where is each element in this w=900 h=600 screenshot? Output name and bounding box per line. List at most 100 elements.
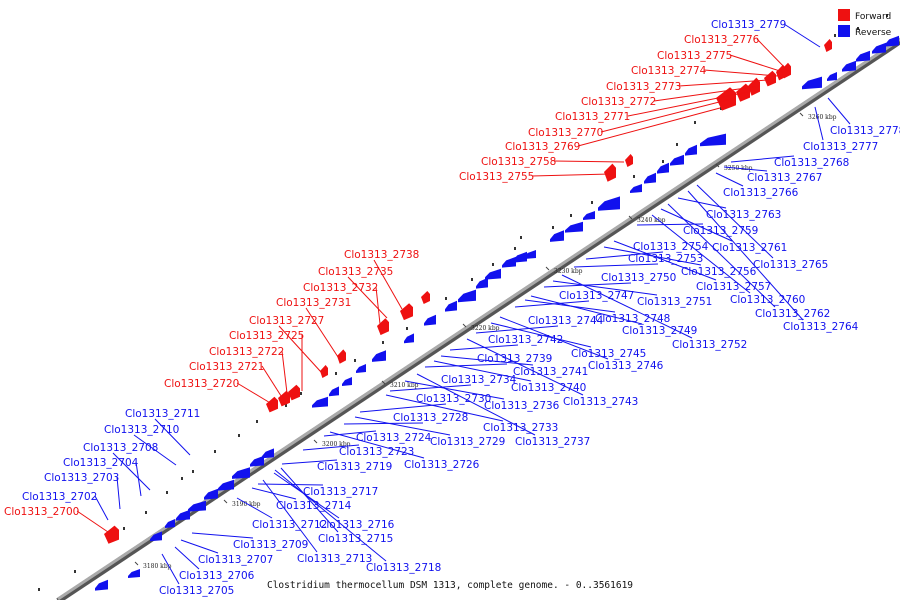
gene-label[interactable]: Clo1313_2718	[366, 562, 441, 574]
gene-label[interactable]: Clo1313_2711	[125, 408, 200, 420]
gene-label[interactable]: Clo1313_2752	[672, 339, 747, 351]
gene-label[interactable]: Clo1313_2775	[657, 50, 732, 62]
gene-label[interactable]: Clo1313_2744	[528, 315, 604, 327]
gene-label[interactable]: Clo1313_2748	[595, 313, 670, 325]
gene-label[interactable]: Clo1313_2739	[477, 353, 552, 365]
gene-label[interactable]: Clo1313_2706	[179, 570, 255, 582]
gene-label[interactable]: Clo1313_2777	[803, 141, 878, 153]
leader-line	[278, 325, 322, 373]
gene-label[interactable]: Clo1313_2730	[416, 393, 491, 405]
gene-label[interactable]: Clo1313_2756	[681, 266, 757, 278]
gene-label[interactable]: Clo1313_2757	[696, 281, 771, 293]
gene-label[interactable]: Clo1313_2712	[252, 519, 327, 531]
forward-gene-block	[288, 384, 300, 401]
gene-label[interactable]: Clo1313_2709	[233, 539, 308, 551]
gene-label[interactable]: Clo1313_2750	[601, 272, 676, 284]
gene-label[interactable]: Clo1313_2735	[318, 266, 393, 278]
gene-label[interactable]: Clo1313_2720	[164, 378, 239, 390]
gene-label[interactable]: Clo1313_2758	[481, 156, 556, 168]
gene-label[interactable]: Clo1313_2737	[515, 436, 590, 448]
gene-label[interactable]: Clo1313_2742	[488, 334, 563, 346]
leader-line	[678, 79, 769, 87]
legend-reverse-label: Reverse	[855, 28, 892, 38]
gene-label[interactable]: Clo1313_2702	[22, 491, 97, 503]
gene-label[interactable]: Clo1313_2749	[622, 325, 697, 337]
gene-label[interactable]: Clo1313_2727	[249, 315, 324, 327]
gene-label[interactable]: Clo1313_2772	[581, 96, 656, 108]
axis-tick-mark	[628, 215, 633, 220]
reverse-gene-block	[827, 72, 837, 81]
gene-label[interactable]: Clo1313_2734	[441, 374, 517, 386]
gene-label[interactable]: Clo1313_2768	[774, 157, 849, 169]
forward-gene-block	[400, 303, 413, 321]
gene-label[interactable]: Clo1313_2738	[344, 249, 419, 261]
gene-label[interactable]: Clo1313_2726	[404, 459, 480, 471]
gene-label[interactable]: Clo1313_2708	[83, 442, 158, 454]
reverse-gene-block	[458, 289, 476, 303]
leader-line	[116, 476, 121, 510]
gene-label[interactable]: Clo1313_2766	[723, 187, 799, 199]
reverse-gene-block	[329, 386, 339, 397]
gene-label[interactable]: Clo1313_2732	[303, 282, 378, 294]
gene-label[interactable]: Clo1313_2743	[563, 396, 638, 408]
axis-tick-mark	[134, 561, 139, 566]
gene-label[interactable]: Clo1313_2705	[159, 585, 234, 597]
gene-label[interactable]: Clo1313_2729	[430, 436, 505, 448]
gene-label[interactable]: Clo1313_2723	[339, 446, 414, 458]
forward-gene-block	[421, 291, 430, 304]
gene-label[interactable]: Clo1313_2778	[830, 125, 900, 137]
gene-label[interactable]: Clo1313_2774	[631, 65, 707, 77]
gene-label[interactable]: Clo1313_2747	[559, 290, 634, 302]
gene-label[interactable]: Clo1313_2707	[198, 554, 273, 566]
gene-label[interactable]: Clo1313_2762	[755, 308, 830, 320]
gene-label[interactable]: Clo1313_2763	[706, 209, 781, 221]
gene-label[interactable]: Clo1313_2770	[528, 127, 603, 139]
reverse-gene-block	[95, 579, 108, 591]
gene-label[interactable]: Clo1313_2741	[513, 366, 588, 378]
gene-label[interactable]: Clo1313_2715	[318, 533, 393, 545]
gene-label[interactable]: Clo1313_2771	[555, 111, 630, 123]
leader-line	[573, 263, 659, 268]
gene-label[interactable]: Clo1313_2761	[712, 242, 787, 254]
gene-label[interactable]: Clo1313_2776	[684, 34, 760, 46]
gene-label[interactable]: Clo1313_2722	[209, 346, 284, 358]
gene-label[interactable]: Clo1313_2721	[189, 361, 264, 373]
gene-label[interactable]: Clo1313_2773	[606, 81, 681, 93]
leader-line	[262, 479, 318, 553]
leader-line	[133, 434, 177, 466]
gene-label[interactable]: Clo1313_2719	[317, 461, 392, 473]
gene-label[interactable]: Clo1313_2724	[356, 432, 432, 444]
gene-label[interactable]: Clo1313_2765	[753, 259, 828, 271]
gene-label[interactable]: Clo1313_2755	[459, 171, 534, 183]
gene-label[interactable]: Clo1313_2710	[104, 424, 179, 436]
gene-label[interactable]: Clo1313_2725	[229, 330, 304, 342]
leader-line	[667, 203, 776, 308]
leader-line	[827, 97, 851, 125]
gene-label[interactable]: Clo1313_2700	[4, 506, 79, 518]
forward-gene-block	[716, 87, 736, 111]
gene-label[interactable]: Clo1313_2746	[588, 360, 664, 372]
gene-label[interactable]: Clo1313_2754	[633, 241, 709, 253]
gene-label[interactable]: Clo1313_2713	[297, 553, 372, 565]
gene-label[interactable]: Clo1313_2736	[484, 400, 560, 412]
gene-label[interactable]: Clo1313_2731	[276, 297, 351, 309]
feature-dots	[38, 14, 888, 591]
axis-tick-label: 3180 kbp	[143, 563, 172, 570]
gene-label[interactable]: Clo1313_2740	[511, 382, 586, 394]
feature-dot	[520, 236, 522, 239]
gene-label[interactable]: Clo1313_2767	[747, 172, 822, 184]
gene-label[interactable]: Clo1313_2745	[571, 348, 646, 360]
gene-label[interactable]: Clo1313_2751	[637, 296, 712, 308]
gene-label[interactable]: Clo1313_2779	[711, 19, 786, 31]
axis-tick-label: 3200 kbp	[322, 441, 351, 448]
gene-label[interactable]: Clo1313_2769	[505, 141, 580, 153]
gene-label[interactable]: Clo1313_2764	[783, 321, 859, 333]
gene-label[interactable]: Clo1313_2703	[44, 472, 119, 484]
gene-label[interactable]: Clo1313_2759	[683, 225, 758, 237]
gene-label[interactable]: Clo1313_2728	[393, 412, 468, 424]
leader-line	[424, 363, 508, 368]
gene-label[interactable]: Clo1313_2716	[319, 519, 395, 531]
gene-label[interactable]: Clo1313_2714	[276, 500, 352, 512]
gene-label[interactable]: Clo1313_2717	[303, 486, 378, 498]
leader-line	[627, 91, 749, 117]
